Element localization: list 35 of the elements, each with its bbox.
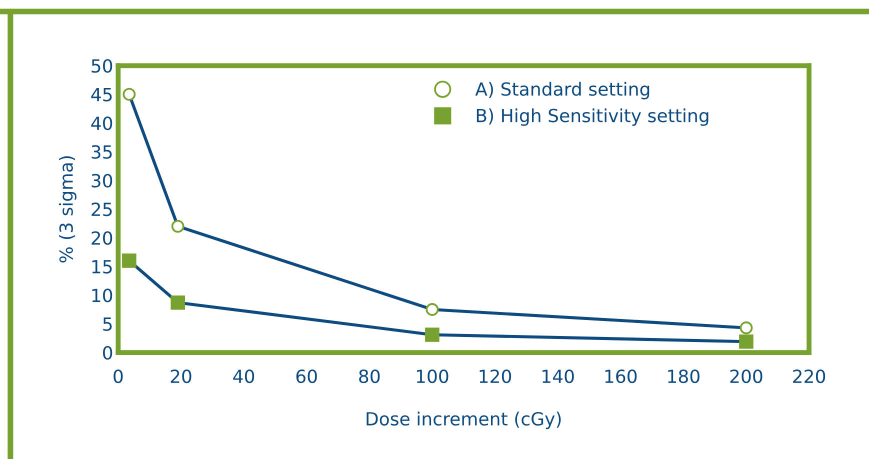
x-tick-label: 80 (359, 369, 380, 384)
y-axis-title: % (3 sigma) (58, 156, 76, 262)
point (170, 295, 186, 310)
legend-label: B) High Sensitivity setting (476, 108, 708, 126)
point (122, 254, 136, 268)
y-tick-label: 25 (92, 202, 112, 216)
x-tick-label: 180 (668, 369, 700, 384)
point (739, 334, 754, 349)
x-tick-label: 60 (296, 369, 317, 384)
x-tick-label: 220 (793, 369, 826, 384)
x-axis-title: Dose increment (cGy) (366, 412, 561, 430)
x-tick-label: 0 (114, 369, 123, 384)
x-tick-label: 140 (542, 369, 574, 384)
x-tick-label: 120 (480, 369, 512, 384)
y-tick-label: 0 (103, 346, 112, 360)
y-tick-label: 10 (92, 288, 112, 302)
y-tick-label: 40 (91, 116, 112, 130)
legend-label: A) Standard setting (475, 82, 650, 100)
x-tick-label: 200 (730, 369, 762, 384)
y-tick-label: 5 (103, 318, 112, 331)
y-tick-label: 45 (91, 88, 112, 102)
y-tick-label: 30 (92, 174, 112, 188)
x-tick-label: 40 (233, 369, 254, 384)
point (740, 321, 753, 334)
x-tick-label: 100 (416, 369, 448, 384)
point (122, 88, 136, 101)
y-tick-label: 35 (92, 145, 112, 159)
point (426, 303, 439, 316)
y-tick-label: 20 (92, 231, 112, 245)
point (425, 328, 440, 342)
y-tick-label: 15 (92, 260, 112, 274)
point (171, 220, 184, 233)
x-tick-label: 160 (605, 369, 637, 384)
x-tick-label: 20 (170, 369, 192, 384)
y-tick-label: 50 (92, 59, 112, 73)
